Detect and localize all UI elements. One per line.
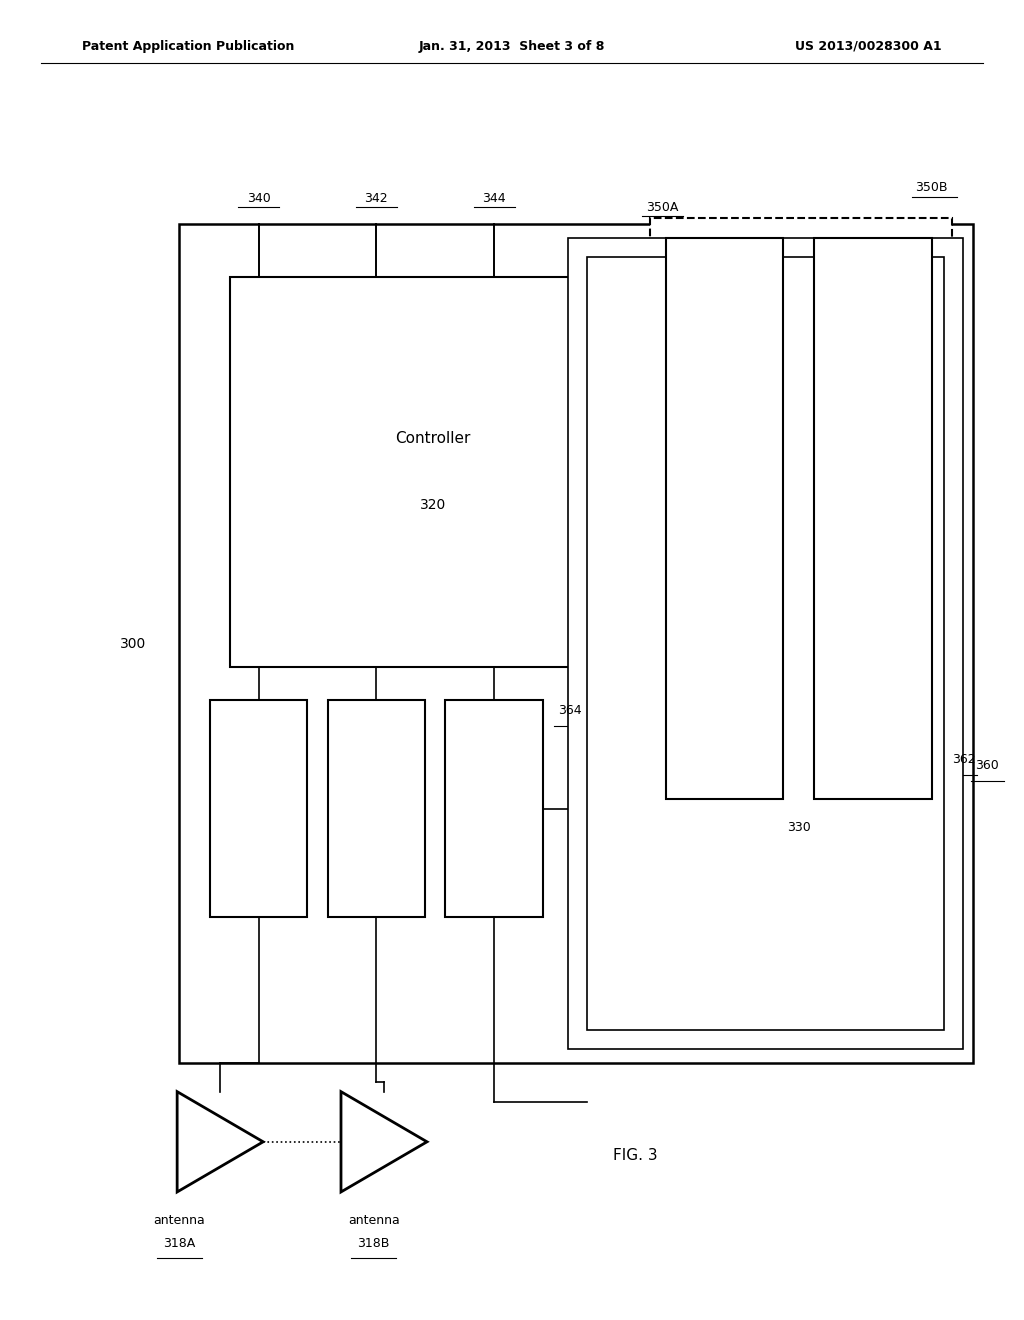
Text: 350B: 350B — [914, 181, 947, 194]
Text: 344: 344 — [482, 191, 506, 205]
Text: PFM/PWM Power supply: PFM/PWM Power supply — [868, 417, 878, 540]
FancyBboxPatch shape — [445, 700, 543, 917]
Text: 364: 364 — [558, 704, 582, 717]
Text: 330A: 330A — [720, 590, 729, 618]
Text: 318B: 318B — [357, 1237, 390, 1250]
Text: antenna: antenna — [154, 1214, 205, 1228]
Text: 342: 342 — [365, 191, 388, 205]
Text: 330B: 330B — [868, 590, 878, 618]
Text: 320: 320 — [420, 498, 445, 512]
Text: 318A: 318A — [163, 1237, 196, 1250]
FancyBboxPatch shape — [179, 224, 973, 1063]
Text: 300: 300 — [120, 636, 146, 651]
FancyBboxPatch shape — [568, 238, 963, 1049]
Text: 311: 311 — [372, 845, 381, 865]
Text: 360: 360 — [975, 759, 998, 772]
Text: PFM/PWM Power supply: PFM/PWM Power supply — [720, 417, 729, 540]
Text: 312: 312 — [489, 843, 499, 866]
FancyBboxPatch shape — [650, 218, 952, 818]
Text: Transceiver2: Transceiver2 — [372, 747, 381, 817]
Text: 310: 310 — [254, 845, 263, 865]
Text: 330: 330 — [786, 821, 811, 834]
FancyBboxPatch shape — [814, 238, 932, 799]
Text: FIG. 3: FIG. 3 — [612, 1147, 657, 1163]
Text: Jan. 31, 2013  Sheet 3 of 8: Jan. 31, 2013 Sheet 3 of 8 — [419, 40, 605, 53]
Text: Controller: Controller — [395, 432, 470, 446]
FancyBboxPatch shape — [587, 257, 944, 1030]
Text: US 2013/0028300 A1: US 2013/0028300 A1 — [796, 40, 942, 53]
FancyBboxPatch shape — [328, 700, 425, 917]
Text: 362: 362 — [952, 752, 976, 766]
Text: Transceiver1: Transceiver1 — [254, 747, 263, 817]
Text: Transceiver3: Transceiver3 — [489, 747, 499, 817]
FancyBboxPatch shape — [666, 238, 783, 799]
Polygon shape — [341, 1092, 427, 1192]
Text: 340: 340 — [247, 191, 270, 205]
Text: Patent Application Publication: Patent Application Publication — [82, 40, 294, 53]
Text: antenna: antenna — [348, 1214, 399, 1228]
Polygon shape — [177, 1092, 263, 1192]
Text: 350A: 350A — [646, 201, 679, 214]
FancyBboxPatch shape — [210, 700, 307, 917]
FancyBboxPatch shape — [230, 277, 635, 667]
